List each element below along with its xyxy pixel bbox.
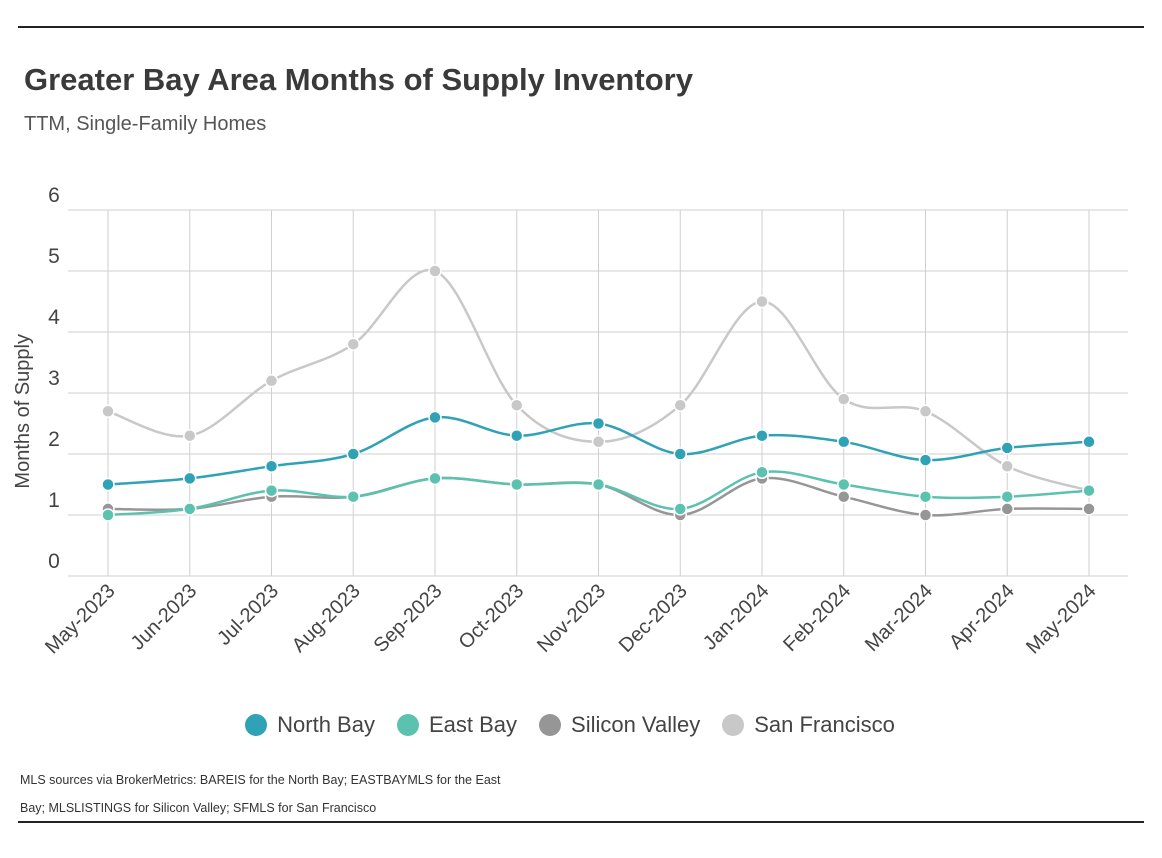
data-point-east-bay bbox=[1000, 489, 1014, 504]
x-tick-label: Jul-2023 bbox=[213, 580, 283, 650]
data-point-san-francisco bbox=[673, 398, 687, 412]
data-point-san-francisco bbox=[346, 337, 360, 351]
legend-swatch bbox=[245, 714, 268, 736]
y-tick-label: 5 bbox=[48, 245, 60, 268]
y-tick-label: 3 bbox=[48, 367, 60, 390]
legend-label: North Bay bbox=[277, 712, 375, 737]
data-point-silicon-valley bbox=[837, 489, 851, 504]
data-point-san-francisco bbox=[183, 428, 197, 443]
data-point-north-bay bbox=[101, 477, 115, 492]
data-point-north-bay bbox=[591, 416, 606, 431]
y-tick-label: 6 bbox=[48, 184, 60, 207]
data-point-north-bay bbox=[183, 471, 197, 486]
data-point-east-bay bbox=[510, 477, 524, 492]
legend-item-silicon-valley: Silicon Valley bbox=[539, 712, 700, 738]
data-point-san-francisco bbox=[591, 435, 606, 449]
legend-swatch bbox=[396, 714, 419, 736]
data-point-east-bay bbox=[428, 471, 442, 486]
legend-swatch bbox=[539, 714, 562, 736]
data-point-san-francisco bbox=[510, 398, 524, 412]
y-tick-label: 2 bbox=[48, 428, 60, 451]
data-point-east-bay bbox=[918, 489, 933, 504]
x-tick-label: Dec-2023 bbox=[615, 580, 692, 657]
data-point-san-francisco bbox=[428, 264, 442, 278]
data-point-east-bay bbox=[837, 477, 851, 492]
x-tick-label: Jun-2023 bbox=[127, 580, 202, 655]
data-point-north-bay bbox=[673, 447, 687, 461]
legend-item-north-bay: North Bay bbox=[245, 712, 375, 738]
data-point-san-francisco bbox=[755, 294, 769, 309]
x-tick-label: Mar-2024 bbox=[861, 580, 937, 656]
chart-subtitle: TTM, Single-Family Homes bbox=[24, 113, 267, 135]
data-point-east-bay bbox=[591, 477, 606, 492]
legend-item-east-bay: East Bay bbox=[396, 712, 518, 738]
x-tick-label: Jan-2024 bbox=[699, 580, 774, 655]
source-footnote: MLS sources via BrokerMetrics: BAREIS fo… bbox=[20, 773, 501, 815]
x-tick-label: Apr-2024 bbox=[945, 580, 1019, 654]
data-point-north-bay bbox=[837, 435, 851, 449]
data-point-east-bay bbox=[101, 508, 115, 522]
data-point-north-bay bbox=[1000, 441, 1014, 455]
y-tick-label: 1 bbox=[48, 489, 60, 512]
data-point-north-bay bbox=[264, 459, 279, 473]
data-point-san-francisco bbox=[264, 374, 279, 388]
data-point-san-francisco bbox=[918, 404, 933, 419]
y-axis-label: Months of Supply bbox=[12, 334, 34, 489]
y-tick-label: 4 bbox=[48, 306, 60, 329]
x-tick-label: Aug-2023 bbox=[288, 580, 365, 657]
legend-item-san-francisco: San Francisco bbox=[722, 712, 895, 738]
data-point-silicon-valley bbox=[918, 508, 933, 522]
x-tick-label: Feb-2024 bbox=[779, 580, 855, 656]
legend-label: East Bay bbox=[428, 712, 518, 737]
x-tick-label: May-2023 bbox=[41, 580, 119, 658]
chart-title: Greater Bay Area Months of Supply Invent… bbox=[24, 62, 693, 97]
legend-label: Silicon Valley bbox=[571, 712, 701, 737]
chart-legend: North Bay East Bay Silicon Valley San Franc… bbox=[0, 712, 1140, 738]
data-point-east-bay bbox=[755, 465, 769, 480]
y-tick-label: 0 bbox=[48, 550, 60, 573]
bottom-rule bbox=[18, 821, 1144, 823]
data-point-silicon-valley bbox=[1000, 502, 1014, 516]
x-tick-label: Nov-2023 bbox=[533, 580, 610, 657]
data-point-east-bay bbox=[673, 502, 687, 516]
data-point-north-bay bbox=[755, 428, 769, 443]
x-tick-label: Oct-2023 bbox=[455, 580, 529, 654]
data-point-north-bay bbox=[1082, 435, 1096, 449]
data-point-san-francisco bbox=[101, 404, 115, 419]
data-point-east-bay bbox=[346, 489, 360, 504]
data-point-east-bay bbox=[264, 483, 279, 498]
x-tick-label: Sep-2023 bbox=[370, 580, 447, 657]
data-point-east-bay bbox=[183, 502, 197, 516]
data-point-north-bay bbox=[346, 447, 360, 461]
top-rule bbox=[18, 26, 1144, 28]
data-point-silicon-valley bbox=[1082, 502, 1096, 516]
x-tick-label: May-2024 bbox=[1022, 580, 1100, 658]
data-point-san-francisco bbox=[1000, 459, 1014, 473]
data-point-north-bay bbox=[918, 453, 933, 467]
legend-label: San Francisco bbox=[754, 712, 895, 737]
data-point-north-bay bbox=[510, 428, 524, 443]
data-point-east-bay bbox=[1082, 483, 1096, 498]
data-point-san-francisco bbox=[837, 392, 851, 406]
legend-swatch bbox=[722, 714, 745, 736]
data-point-north-bay bbox=[428, 410, 442, 425]
